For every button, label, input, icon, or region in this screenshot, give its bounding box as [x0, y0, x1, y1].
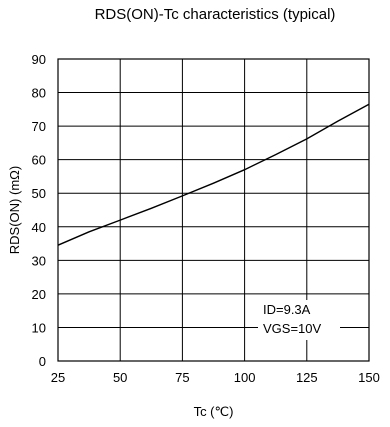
x-tick-label: 25 — [51, 370, 65, 385]
x-tick-label: 75 — [175, 370, 189, 385]
y-tick-label: 30 — [32, 253, 46, 268]
y-axis-label: RDS(ON) (mΩ) — [7, 166, 22, 254]
y-tick-label: 0 — [39, 354, 46, 369]
y-tick-label: 40 — [32, 220, 46, 235]
x-axis-label: Tc (℃) — [194, 404, 234, 419]
series-line — [57, 103, 370, 246]
x-tick-label: 125 — [296, 370, 318, 385]
x-tick-label: 150 — [358, 370, 380, 385]
y-tick-label: 80 — [32, 86, 46, 101]
plot-frame — [57, 58, 370, 362]
annotation-vgs: VGS=10V — [263, 321, 322, 336]
y-tick-label: 10 — [32, 320, 46, 335]
chart-title: RDS(ON)-Tc characteristics (typical) — [94, 6, 336, 23]
y-tick-label: 60 — [32, 153, 46, 168]
y-tick-label: 90 — [32, 52, 46, 67]
x-tick-label: 50 — [113, 370, 127, 385]
y-tick-label: 70 — [32, 119, 46, 134]
y-tick-label: 20 — [32, 287, 46, 302]
annotation-box — [258, 300, 340, 340]
y-tick-label: 50 — [32, 186, 46, 201]
x-tick-label: 100 — [234, 370, 256, 385]
annotation-id: ID=9.3A — [263, 302, 311, 317]
